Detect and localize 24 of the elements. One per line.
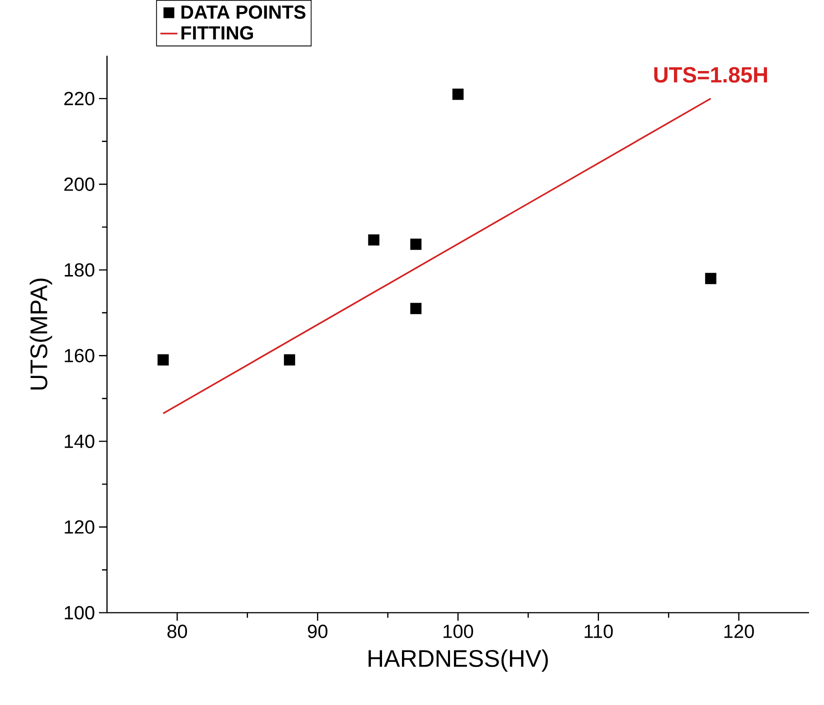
- y-axis-title: UTS(MPA): [30, 278, 52, 390]
- point: [410, 238, 422, 250]
- point: [368, 234, 380, 246]
- y-tick-label: 200: [64, 178, 94, 192]
- x-axis-title: HARDNESS(HV): [368, 649, 548, 672]
- x-tick-label: 120: [724, 624, 754, 638]
- point: [410, 303, 422, 314]
- point: [284, 354, 296, 366]
- x-tick-label: 100: [444, 624, 474, 638]
- y-tick-label: 160: [64, 349, 94, 362]
- y-tick-label: 100: [64, 606, 94, 620]
- y-tick-label: 140: [64, 434, 94, 448]
- y-tick-label: 180: [64, 263, 94, 277]
- x-tick-label: 80: [167, 624, 188, 638]
- y-tick-label: 220: [64, 92, 94, 106]
- point: [452, 88, 464, 100]
- y-tick-label: 120: [64, 520, 94, 534]
- annotation: UTS=1.85H: [654, 67, 768, 83]
- point: [158, 354, 169, 366]
- legend-label: FITTING: [181, 26, 253, 40]
- x-tick-label: 90: [308, 624, 328, 638]
- point: [705, 273, 716, 284]
- legend-label: DATA POINTS: [181, 6, 306, 19]
- x-tick-label: 110: [584, 624, 613, 638]
